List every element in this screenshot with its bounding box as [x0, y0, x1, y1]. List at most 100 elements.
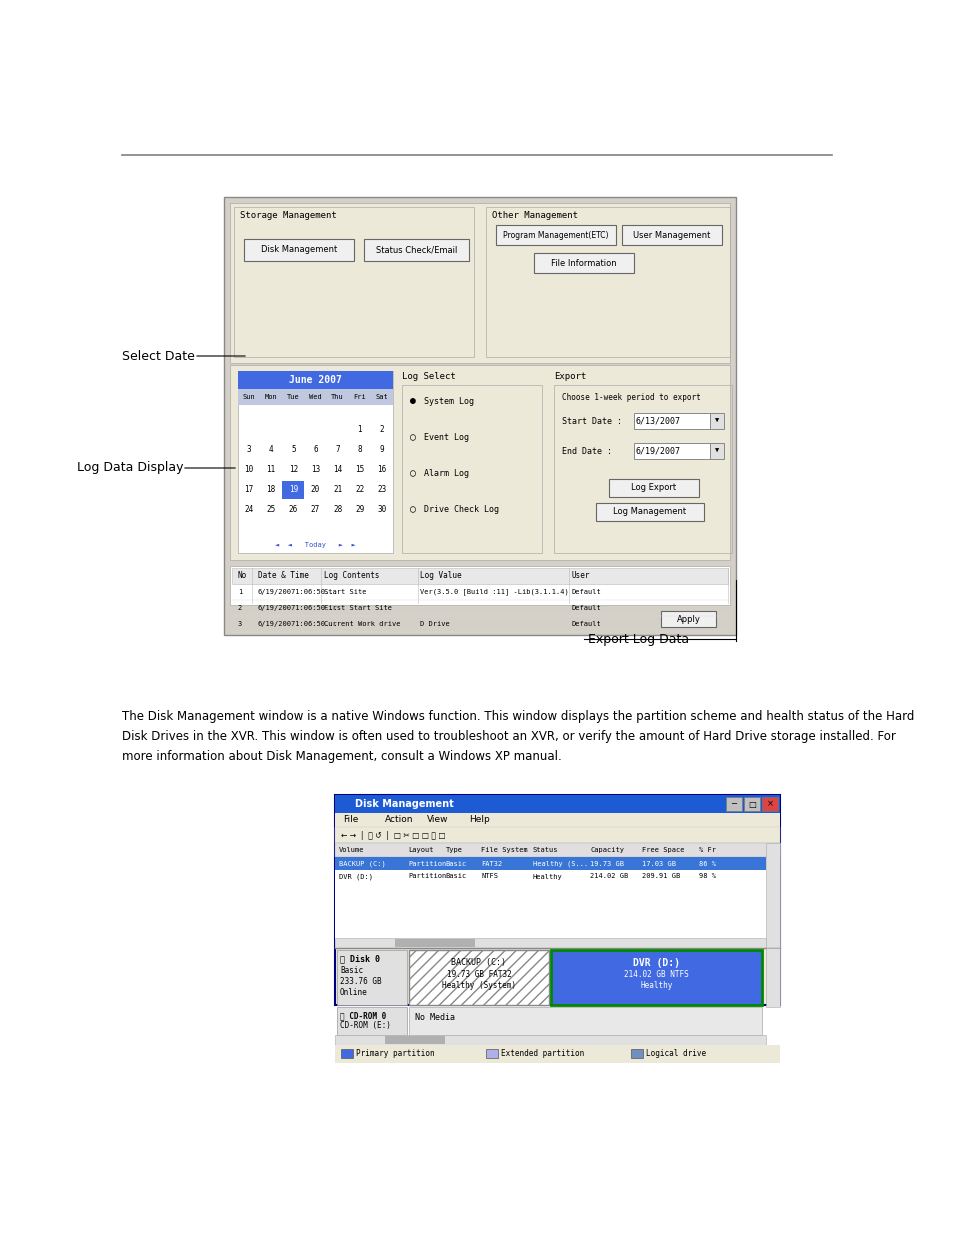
Text: Partition: Partition: [408, 861, 446, 867]
Text: 12: 12: [289, 464, 297, 473]
Text: 22: 22: [355, 484, 364, 494]
Text: Action: Action: [385, 815, 413, 825]
Text: Apply: Apply: [676, 615, 700, 624]
Text: Export Log Data: Export Log Data: [587, 632, 688, 646]
Bar: [496, 225, 616, 245]
Text: Capacity: Capacity: [590, 847, 624, 853]
Bar: [634, 412, 716, 429]
Bar: [395, 939, 475, 947]
Text: ×: ×: [765, 799, 773, 809]
Text: Start Date :: Start Date :: [561, 416, 621, 426]
Bar: [335, 844, 780, 948]
Bar: [630, 1049, 642, 1058]
Text: Default: Default: [571, 589, 601, 595]
Text: 11: 11: [266, 464, 275, 473]
Text: 15: 15: [355, 464, 364, 473]
Text: Mon: Mon: [265, 394, 277, 400]
Text: 233.76 GB: 233.76 GB: [339, 977, 381, 986]
Text: 13: 13: [311, 464, 320, 473]
Text: 1: 1: [237, 589, 242, 595]
Text: FAT32: FAT32: [481, 861, 502, 867]
Text: more information about Disk Management, consult a Windows XP manual.: more information about Disk Management, …: [122, 750, 561, 763]
Bar: [335, 1035, 765, 1045]
Bar: [709, 443, 723, 459]
Text: Sun: Sun: [242, 394, 255, 400]
Text: 214.02 GB NTFS: 214.02 GB NTFS: [623, 969, 688, 979]
Text: −: −: [730, 799, 737, 809]
Text: June 2007: June 2007: [289, 375, 341, 385]
Text: Basic: Basic: [445, 873, 467, 879]
Text: 26: 26: [289, 505, 297, 514]
Text: Choose 1-week period to export: Choose 1-week period to export: [561, 393, 700, 403]
Bar: [660, 611, 716, 627]
Text: BACKUP (C:): BACKUP (C:): [451, 958, 506, 967]
Text: 5: 5: [291, 445, 295, 453]
Text: 86 %: 86 %: [699, 861, 716, 867]
Text: 6: 6: [313, 445, 317, 453]
Text: □: □: [747, 799, 755, 809]
Text: Current Work drive: Current Work drive: [323, 621, 400, 627]
Bar: [233, 207, 474, 357]
Text: The Disk Management window is a native Windows function. This window displays th: The Disk Management window is a native W…: [122, 710, 913, 722]
Text: Log Contents: Log Contents: [323, 572, 379, 580]
Text: 19: 19: [289, 484, 297, 494]
Text: ▼: ▼: [714, 448, 719, 454]
Text: Export: Export: [554, 372, 586, 382]
Text: 2: 2: [237, 605, 242, 611]
Text: 6/13/2007: 6/13/2007: [636, 416, 680, 426]
Text: Extended partition: Extended partition: [500, 1049, 583, 1057]
Text: NTFS: NTFS: [481, 873, 497, 879]
Text: Log Data Display: Log Data Display: [77, 462, 183, 474]
Text: Healthy (System): Healthy (System): [441, 981, 516, 990]
Bar: [335, 795, 780, 1005]
Bar: [336, 950, 407, 1005]
Text: Primary partition: Primary partition: [355, 1049, 435, 1057]
Text: ⬛ CD-ROM 0: ⬛ CD-ROM 0: [339, 1011, 386, 1020]
Text: 98 %: 98 %: [699, 873, 716, 879]
Bar: [551, 950, 761, 1005]
Text: Free Space: Free Space: [641, 847, 683, 853]
Bar: [385, 1036, 444, 1044]
Text: 1: 1: [357, 425, 362, 433]
Text: Wed: Wed: [309, 394, 321, 400]
Bar: [232, 568, 727, 584]
Text: Tue: Tue: [287, 394, 299, 400]
Text: Start Site: Start Site: [323, 589, 366, 595]
Text: ◄  ◄   Today   ►  ►: ◄ ◄ Today ► ►: [274, 542, 355, 548]
Text: ○: ○: [410, 468, 416, 478]
Text: 25: 25: [266, 505, 275, 514]
Text: End Date :: End Date :: [561, 447, 612, 456]
Text: 209.91 GB: 209.91 GB: [641, 873, 679, 879]
Text: System Log: System Log: [423, 396, 474, 405]
Text: Log Value: Log Value: [420, 572, 461, 580]
Text: 20: 20: [311, 484, 320, 494]
Text: File System: File System: [481, 847, 528, 853]
Bar: [335, 813, 780, 827]
Text: Healthy: Healthy: [532, 873, 561, 879]
Text: DVR (D:): DVR (D:): [633, 958, 679, 968]
Text: 23: 23: [376, 484, 386, 494]
Text: Storage Management: Storage Management: [240, 211, 336, 220]
Text: D Drive: D Drive: [420, 621, 450, 627]
Bar: [765, 844, 780, 948]
Text: Status Check/Email: Status Check/Email: [375, 246, 456, 254]
Bar: [335, 827, 780, 844]
Text: Select Date: Select Date: [122, 350, 194, 363]
Text: 7: 7: [335, 445, 339, 453]
Text: ⬛ Disk 0: ⬛ Disk 0: [339, 953, 379, 963]
Text: CD-ROM (E:): CD-ROM (E:): [339, 1021, 391, 1030]
Text: 27: 27: [311, 505, 320, 514]
Text: First Start Site: First Start Site: [323, 605, 392, 611]
Text: 19.73 GB: 19.73 GB: [590, 861, 624, 867]
Text: Ver(3.5.0 [Build :11] -Lib(3.1.1.4): Ver(3.5.0 [Build :11] -Lib(3.1.1.4): [420, 589, 569, 595]
Text: Fri: Fri: [353, 394, 366, 400]
Text: 17: 17: [244, 484, 253, 494]
Text: No: No: [237, 572, 247, 580]
Text: 4: 4: [269, 445, 274, 453]
Text: Online: Online: [339, 988, 367, 997]
Text: 2: 2: [379, 425, 384, 433]
Bar: [596, 503, 703, 521]
Bar: [237, 370, 393, 389]
Text: 16: 16: [376, 464, 386, 473]
Bar: [554, 385, 731, 553]
